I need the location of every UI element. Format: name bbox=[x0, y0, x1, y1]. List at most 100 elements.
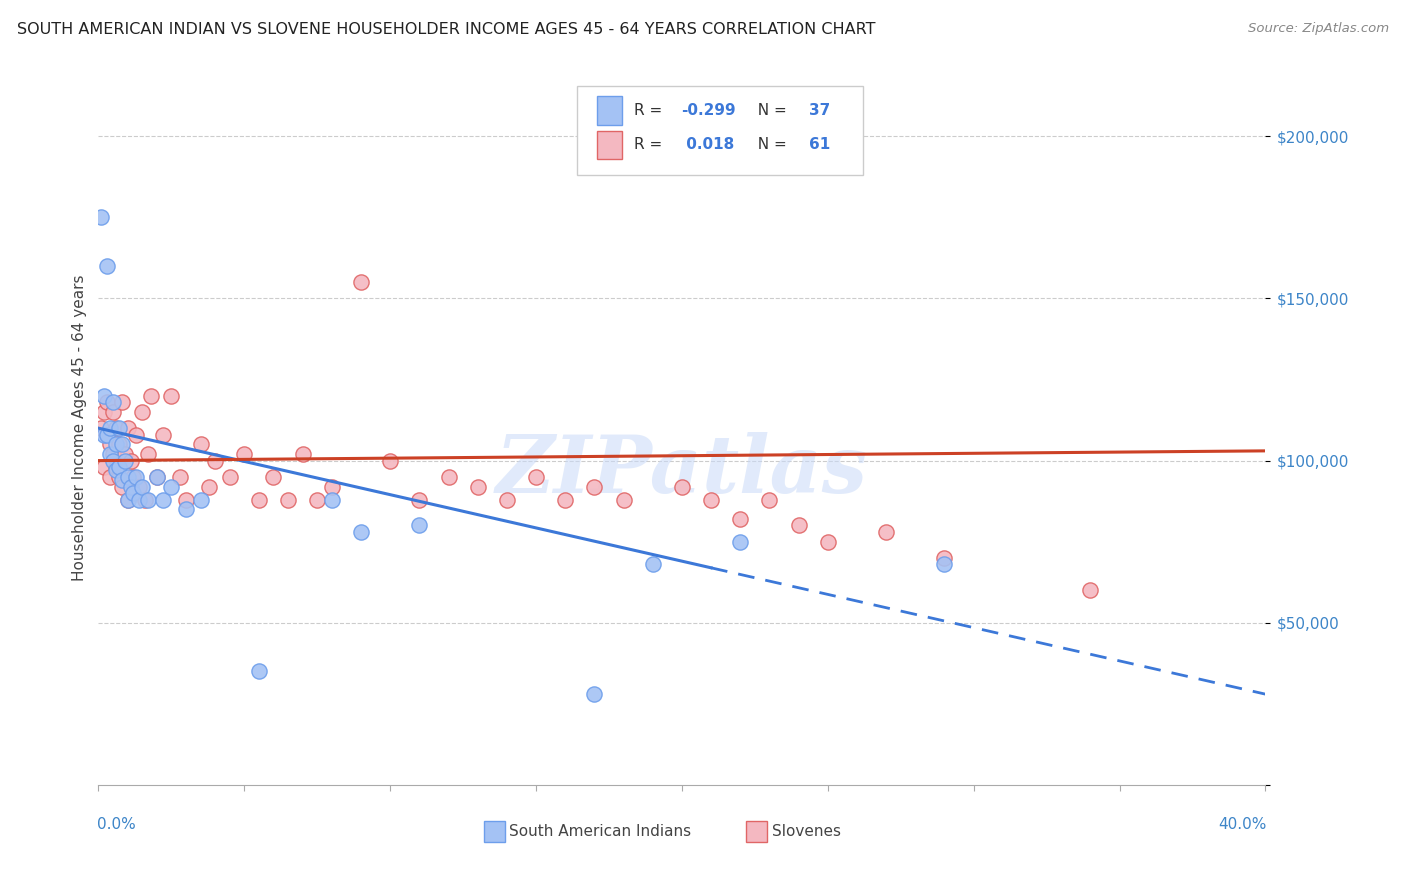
Point bbox=[98, 470, 121, 484]
Point bbox=[117, 421, 139, 435]
Text: 40.0%: 40.0% bbox=[1218, 817, 1267, 832]
Point bbox=[108, 437, 131, 451]
Text: ZIPatlas: ZIPatlas bbox=[496, 433, 868, 509]
Point bbox=[146, 470, 169, 484]
Point bbox=[108, 460, 131, 475]
Text: 37: 37 bbox=[808, 103, 831, 118]
Point bbox=[117, 470, 139, 484]
Point bbox=[96, 427, 118, 442]
Point bbox=[198, 479, 221, 493]
Point bbox=[934, 550, 956, 565]
Point bbox=[96, 259, 118, 273]
Point bbox=[262, 470, 284, 484]
Text: R =: R = bbox=[634, 103, 668, 118]
Point bbox=[136, 492, 159, 507]
Point bbox=[758, 492, 780, 507]
Point bbox=[190, 437, 212, 451]
Point bbox=[583, 687, 606, 701]
Point bbox=[114, 453, 136, 467]
Point bbox=[160, 479, 183, 493]
Point bbox=[174, 492, 197, 507]
Point bbox=[160, 389, 183, 403]
Text: Slovenes: Slovenes bbox=[772, 824, 841, 838]
Point bbox=[111, 395, 134, 409]
Text: -0.299: -0.299 bbox=[681, 103, 735, 118]
Point bbox=[98, 447, 121, 461]
Point bbox=[190, 492, 212, 507]
Point bbox=[136, 447, 159, 461]
Text: N =: N = bbox=[748, 137, 792, 153]
Point bbox=[90, 211, 112, 225]
FancyBboxPatch shape bbox=[747, 821, 768, 842]
Point bbox=[104, 460, 127, 475]
Point bbox=[152, 492, 174, 507]
Text: Source: ZipAtlas.com: Source: ZipAtlas.com bbox=[1249, 22, 1389, 36]
Point bbox=[467, 479, 489, 493]
Point bbox=[233, 447, 256, 461]
Point bbox=[104, 463, 127, 477]
FancyBboxPatch shape bbox=[596, 130, 623, 159]
Point bbox=[93, 405, 115, 419]
Point bbox=[96, 427, 118, 442]
Text: 0.0%: 0.0% bbox=[97, 817, 136, 832]
Point bbox=[437, 470, 460, 484]
Point bbox=[1080, 583, 1102, 598]
Point bbox=[583, 479, 606, 493]
Point bbox=[380, 453, 402, 467]
Point bbox=[700, 492, 723, 507]
Y-axis label: Householder Income Ages 45 - 64 years: Householder Income Ages 45 - 64 years bbox=[72, 275, 87, 582]
Point bbox=[554, 492, 576, 507]
Point bbox=[174, 502, 197, 516]
Point bbox=[524, 470, 547, 484]
Point bbox=[93, 460, 115, 475]
Text: 61: 61 bbox=[808, 137, 831, 153]
Point bbox=[496, 492, 519, 507]
Point bbox=[101, 453, 124, 467]
Point bbox=[111, 479, 134, 493]
Point bbox=[108, 421, 131, 435]
Point bbox=[104, 437, 127, 451]
FancyBboxPatch shape bbox=[596, 96, 623, 125]
Point bbox=[120, 479, 142, 493]
Point bbox=[128, 479, 150, 493]
Point bbox=[307, 492, 329, 507]
Point bbox=[139, 389, 162, 403]
Point bbox=[125, 427, 148, 442]
Point bbox=[93, 427, 115, 442]
Point bbox=[117, 492, 139, 507]
Text: R =: R = bbox=[634, 137, 668, 153]
Point bbox=[98, 421, 121, 435]
Point bbox=[111, 473, 134, 487]
Point bbox=[204, 453, 226, 467]
FancyBboxPatch shape bbox=[576, 86, 863, 175]
Point bbox=[350, 275, 373, 289]
Point bbox=[730, 534, 752, 549]
Point bbox=[787, 518, 810, 533]
Point bbox=[247, 665, 270, 679]
Point bbox=[321, 492, 343, 507]
Point bbox=[128, 492, 150, 507]
Point bbox=[122, 486, 145, 500]
Point bbox=[730, 512, 752, 526]
Text: SOUTH AMERICAN INDIAN VS SLOVENE HOUSEHOLDER INCOME AGES 45 - 64 YEARS CORRELATI: SOUTH AMERICAN INDIAN VS SLOVENE HOUSEHO… bbox=[17, 22, 876, 37]
Point bbox=[817, 534, 839, 549]
Point bbox=[125, 470, 148, 484]
Text: 0.018: 0.018 bbox=[681, 137, 734, 153]
Point bbox=[131, 405, 153, 419]
Point bbox=[104, 421, 127, 435]
Point bbox=[321, 479, 343, 493]
Point bbox=[934, 558, 956, 572]
Text: N =: N = bbox=[748, 103, 792, 118]
Point bbox=[117, 492, 139, 507]
Point bbox=[247, 492, 270, 507]
Point bbox=[146, 470, 169, 484]
Point bbox=[134, 492, 156, 507]
Point bbox=[408, 492, 430, 507]
Text: South American Indians: South American Indians bbox=[509, 824, 692, 838]
Point bbox=[408, 518, 430, 533]
Point bbox=[277, 492, 299, 507]
Point bbox=[114, 447, 136, 461]
Point bbox=[350, 524, 373, 539]
Point bbox=[641, 558, 664, 572]
Point bbox=[152, 427, 174, 442]
